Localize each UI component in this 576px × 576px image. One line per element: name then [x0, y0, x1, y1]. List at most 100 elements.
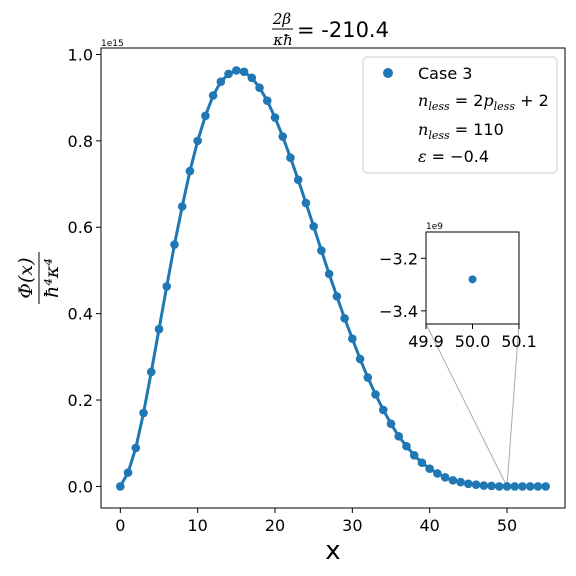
- data-point: [247, 73, 257, 83]
- x-axis-ticks: 0 10 20 30 40 50: [115, 508, 517, 535]
- data-point: [154, 324, 164, 334]
- x-tick-label: 30: [342, 516, 362, 535]
- zoom-connector-lines: [425, 323, 520, 487]
- inset-offset-text: 1e9: [426, 222, 443, 232]
- data-point: [255, 83, 264, 93]
- data-point: [177, 202, 187, 211]
- y-tick-label: 0.6: [68, 218, 93, 237]
- x-axis-label: x: [325, 536, 340, 566]
- data-point: [502, 482, 512, 491]
- data-point: [378, 405, 388, 415]
- data-point: [262, 96, 272, 105]
- data-point: [479, 481, 489, 490]
- legend-entry-epsilon: ε = −0.4: [418, 147, 489, 166]
- data-point: [332, 292, 342, 301]
- title-fraction-numerator: 2β: [272, 10, 292, 28]
- data-point: [139, 408, 148, 418]
- inset-data-point: [468, 275, 477, 284]
- x-tick-label: 50: [497, 516, 517, 535]
- data-point: [363, 373, 373, 382]
- y-tick-label: 0.4: [68, 305, 93, 324]
- data-point: [131, 443, 141, 453]
- data-point: [301, 198, 311, 208]
- zoom-line-right: [506, 323, 520, 487]
- data-point: [170, 240, 179, 249]
- data-point: [440, 473, 450, 482]
- data-point: [371, 390, 380, 399]
- inset-x-tick-label: 50.0: [455, 332, 491, 351]
- data-point: [208, 91, 218, 100]
- data-point: [270, 113, 280, 122]
- y-tick-label: 1.0: [68, 45, 93, 64]
- x-tick-label: 0: [115, 516, 125, 535]
- data-point: [286, 153, 295, 163]
- legend-entry-case-3: Case 3: [418, 64, 472, 83]
- data-point: [185, 166, 195, 176]
- data-point: [417, 458, 427, 467]
- data-point: [518, 482, 527, 491]
- data-point: [464, 479, 473, 489]
- data-point: [471, 480, 481, 489]
- title-fraction-denominator: κħ: [272, 31, 293, 49]
- data-point: [224, 69, 233, 79]
- data-point: [409, 451, 419, 460]
- data-point: [162, 282, 172, 291]
- y-axis-label: Φ(x) ħ⁴κ⁴: [15, 252, 63, 304]
- data-point: [456, 477, 465, 487]
- data-point: [355, 354, 365, 364]
- inset-y-tick-label: −3.2: [379, 249, 418, 268]
- data-point: [309, 222, 318, 231]
- data-point: [293, 175, 303, 185]
- y-axis-ticks: 0.0 0.2 0.4 0.6 0.8 1.0: [68, 45, 101, 496]
- x-tick-label: 20: [265, 516, 285, 535]
- title-value: = -210.4: [297, 18, 389, 42]
- inset-x-tick-label: 49.9: [408, 332, 444, 351]
- series-points-case-3: [116, 66, 550, 491]
- y-tick-label: 0.0: [68, 477, 93, 496]
- y-axis-label-numerator: Φ(x): [15, 257, 37, 298]
- data-point: [146, 367, 156, 377]
- inset-axes: 1e9 49.9 50.0 50.1 −3.2 −3.4: [379, 222, 537, 351]
- data-point: [232, 66, 241, 75]
- data-point: [494, 482, 504, 491]
- data-point: [201, 111, 210, 121]
- zoom-line-left: [425, 323, 508, 487]
- data-point: [324, 269, 334, 279]
- data-point: [278, 132, 288, 141]
- legend-entry-n-less-formula: nless = 2pless + 2: [418, 91, 549, 113]
- data-point: [448, 476, 458, 485]
- data-point: [239, 67, 249, 77]
- data-point: [402, 441, 411, 451]
- data-point: [487, 481, 496, 491]
- data-point: [510, 482, 520, 491]
- x-tick-label: 10: [187, 516, 207, 535]
- y-axis-label-denominator: ħ⁴κ⁴: [41, 258, 63, 298]
- legend: Case 3 nless = 2pless + 2 nless = 110 ε …: [362, 56, 558, 174]
- data-point: [425, 464, 434, 473]
- x-tick-label: 40: [419, 516, 439, 535]
- inset-ticks: 49.9 50.0 50.1 −3.2 −3.4: [379, 249, 537, 351]
- data-point: [386, 419, 396, 429]
- inset-y-tick-label: −3.4: [379, 302, 418, 321]
- data-point: [433, 469, 442, 478]
- data-point: [317, 246, 326, 255]
- inset-x-tick-label: 50.1: [501, 332, 537, 351]
- data-point: [394, 432, 404, 441]
- data-point: [216, 77, 226, 86]
- legend-entry-n-less-value: nless = 110: [418, 120, 504, 142]
- legend-box: [362, 56, 558, 174]
- data-point: [340, 314, 349, 323]
- data-point: [348, 334, 357, 343]
- data-point: [533, 482, 543, 491]
- data-point: [525, 482, 535, 491]
- data-point: [541, 482, 550, 491]
- y-tick-label: 0.8: [68, 132, 93, 151]
- y-offset-text: 1e15: [101, 39, 124, 49]
- data-point: [123, 468, 133, 477]
- data-point: [193, 136, 202, 146]
- data-point: [116, 482, 125, 491]
- y-tick-label: 0.2: [68, 391, 93, 410]
- plot-area-frame: [100, 47, 566, 509]
- chart-title: 2β κħ = -210.4: [272, 10, 389, 49]
